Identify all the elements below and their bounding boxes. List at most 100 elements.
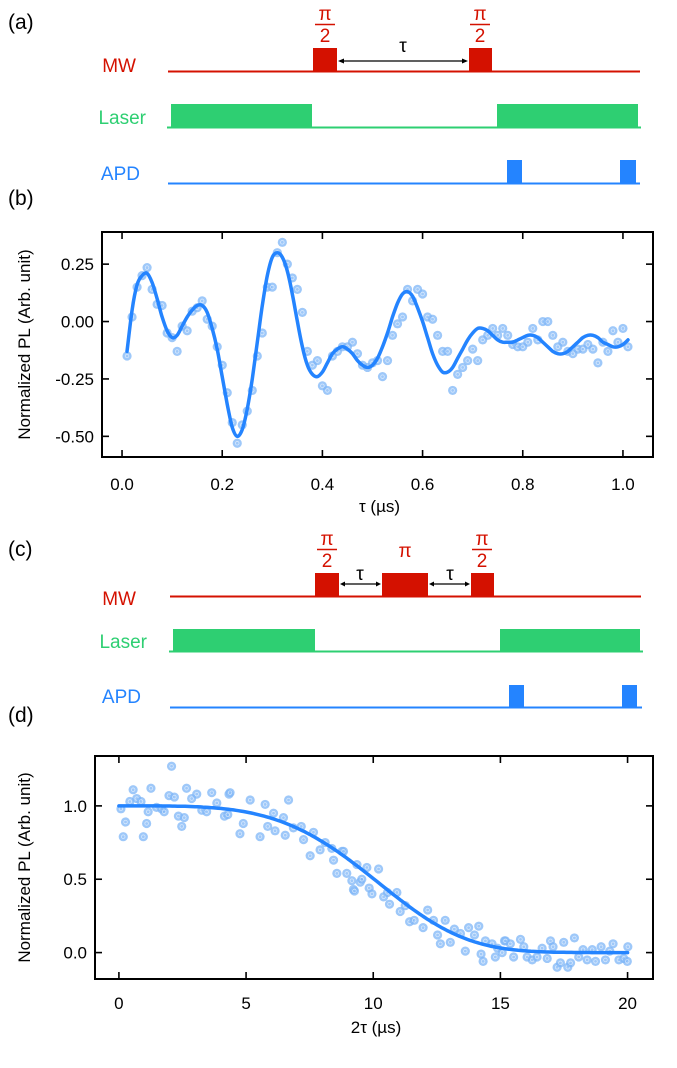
data-point bbox=[548, 942, 558, 952]
data-point-center bbox=[376, 866, 381, 872]
data-point-marker bbox=[384, 899, 395, 909]
data-point-center bbox=[283, 833, 288, 838]
channel-label-apd: APD bbox=[101, 164, 140, 185]
y-axis-title: Normalized PL (Arb. unit) bbox=[15, 772, 34, 962]
data-point bbox=[558, 337, 568, 347]
data-point bbox=[432, 930, 443, 940]
data-point bbox=[464, 923, 474, 933]
data-point bbox=[555, 958, 566, 968]
data-point-marker bbox=[453, 369, 463, 379]
data-point bbox=[255, 832, 265, 842]
data-point bbox=[453, 369, 463, 379]
data-point-marker bbox=[179, 813, 189, 823]
data-point-center bbox=[235, 441, 240, 446]
data-point-marker bbox=[255, 832, 265, 842]
data-point-center bbox=[483, 938, 488, 944]
data-point bbox=[622, 956, 632, 966]
apd-pulse-2 bbox=[622, 685, 637, 708]
data-point-marker bbox=[548, 330, 558, 340]
data-point-center bbox=[590, 346, 596, 352]
data-point-center bbox=[425, 907, 430, 913]
data-point-marker bbox=[603, 346, 613, 356]
data-point bbox=[559, 937, 569, 947]
y-tick-label: 0.00 bbox=[61, 313, 94, 332]
data-point bbox=[543, 316, 553, 327]
data-point-center bbox=[465, 358, 470, 363]
data-point-marker bbox=[569, 933, 580, 943]
data-point-center bbox=[381, 894, 386, 900]
data-point-marker bbox=[142, 262, 152, 273]
data-point bbox=[445, 937, 455, 947]
data-point-center bbox=[295, 287, 300, 292]
data-point-center bbox=[518, 937, 523, 942]
data-point-marker bbox=[532, 952, 542, 962]
data-point-center bbox=[572, 935, 577, 941]
data-point bbox=[448, 385, 458, 396]
data-point-center bbox=[511, 954, 516, 960]
data-point-marker bbox=[469, 930, 480, 940]
data-point-marker bbox=[503, 330, 513, 340]
x-tick-label: 0.0 bbox=[110, 475, 134, 494]
data-point bbox=[328, 855, 339, 865]
data-point bbox=[305, 851, 315, 861]
data-point-marker bbox=[268, 808, 279, 818]
data-point-center bbox=[369, 891, 375, 897]
panel-label-c: (c) bbox=[8, 538, 33, 561]
data-point-marker bbox=[169, 792, 179, 802]
data-point-marker bbox=[490, 952, 500, 962]
data-point-marker bbox=[555, 958, 566, 968]
data-point-center bbox=[520, 344, 525, 349]
data-point-marker bbox=[125, 796, 135, 807]
data-point-center bbox=[472, 932, 477, 938]
pulse-label-den: 2 bbox=[477, 551, 488, 572]
data-point bbox=[498, 323, 508, 334]
data-point-center bbox=[610, 941, 616, 946]
mw-pulse-pi-half-1 bbox=[313, 48, 337, 72]
data-point bbox=[138, 832, 148, 842]
data-point-center bbox=[548, 938, 553, 944]
data-point-marker bbox=[548, 942, 558, 952]
data-point-center bbox=[123, 819, 128, 825]
data-point bbox=[548, 330, 558, 340]
data-point bbox=[588, 344, 598, 354]
data-point bbox=[245, 795, 255, 805]
mw-pulse-pi-half-2 bbox=[471, 573, 494, 597]
channel-label-mw: MW bbox=[102, 589, 136, 610]
data-point-center bbox=[505, 333, 510, 338]
data-point-center bbox=[225, 812, 230, 817]
data-point-marker bbox=[582, 955, 592, 965]
y-tick-label: 0.5 bbox=[63, 870, 87, 889]
data-point bbox=[478, 956, 488, 966]
data-point bbox=[377, 372, 388, 382]
data-point-center bbox=[490, 326, 495, 331]
data-point-center bbox=[260, 330, 265, 336]
data-point-center bbox=[364, 865, 370, 870]
data-point bbox=[347, 337, 358, 347]
data-point-marker bbox=[565, 958, 576, 968]
data-point-marker bbox=[409, 915, 419, 925]
data-point-center bbox=[430, 317, 435, 322]
data-point-center bbox=[625, 959, 630, 964]
data-point-marker bbox=[460, 946, 470, 956]
data-point-center bbox=[585, 342, 591, 347]
panel-label-a: (a) bbox=[8, 11, 34, 34]
apd-pulse-1 bbox=[507, 160, 522, 184]
data-point bbox=[297, 307, 307, 317]
data-point-marker bbox=[559, 937, 569, 947]
data-point bbox=[542, 953, 552, 964]
data-point bbox=[443, 346, 453, 356]
data-point-center bbox=[237, 831, 243, 836]
mw-pulse-pi-half-2 bbox=[469, 48, 492, 72]
data-point bbox=[166, 761, 177, 771]
data-point-center bbox=[595, 360, 601, 366]
data-point-marker bbox=[463, 355, 473, 366]
data-point bbox=[142, 262, 152, 273]
data-point bbox=[469, 930, 480, 940]
data-point bbox=[503, 330, 513, 340]
data-point-center bbox=[395, 321, 400, 327]
data-point-marker bbox=[478, 956, 488, 966]
data-point-center bbox=[550, 333, 556, 338]
data-point-marker bbox=[476, 949, 486, 959]
delay-label-tau: τ bbox=[399, 36, 407, 57]
data-point-center bbox=[184, 328, 190, 333]
